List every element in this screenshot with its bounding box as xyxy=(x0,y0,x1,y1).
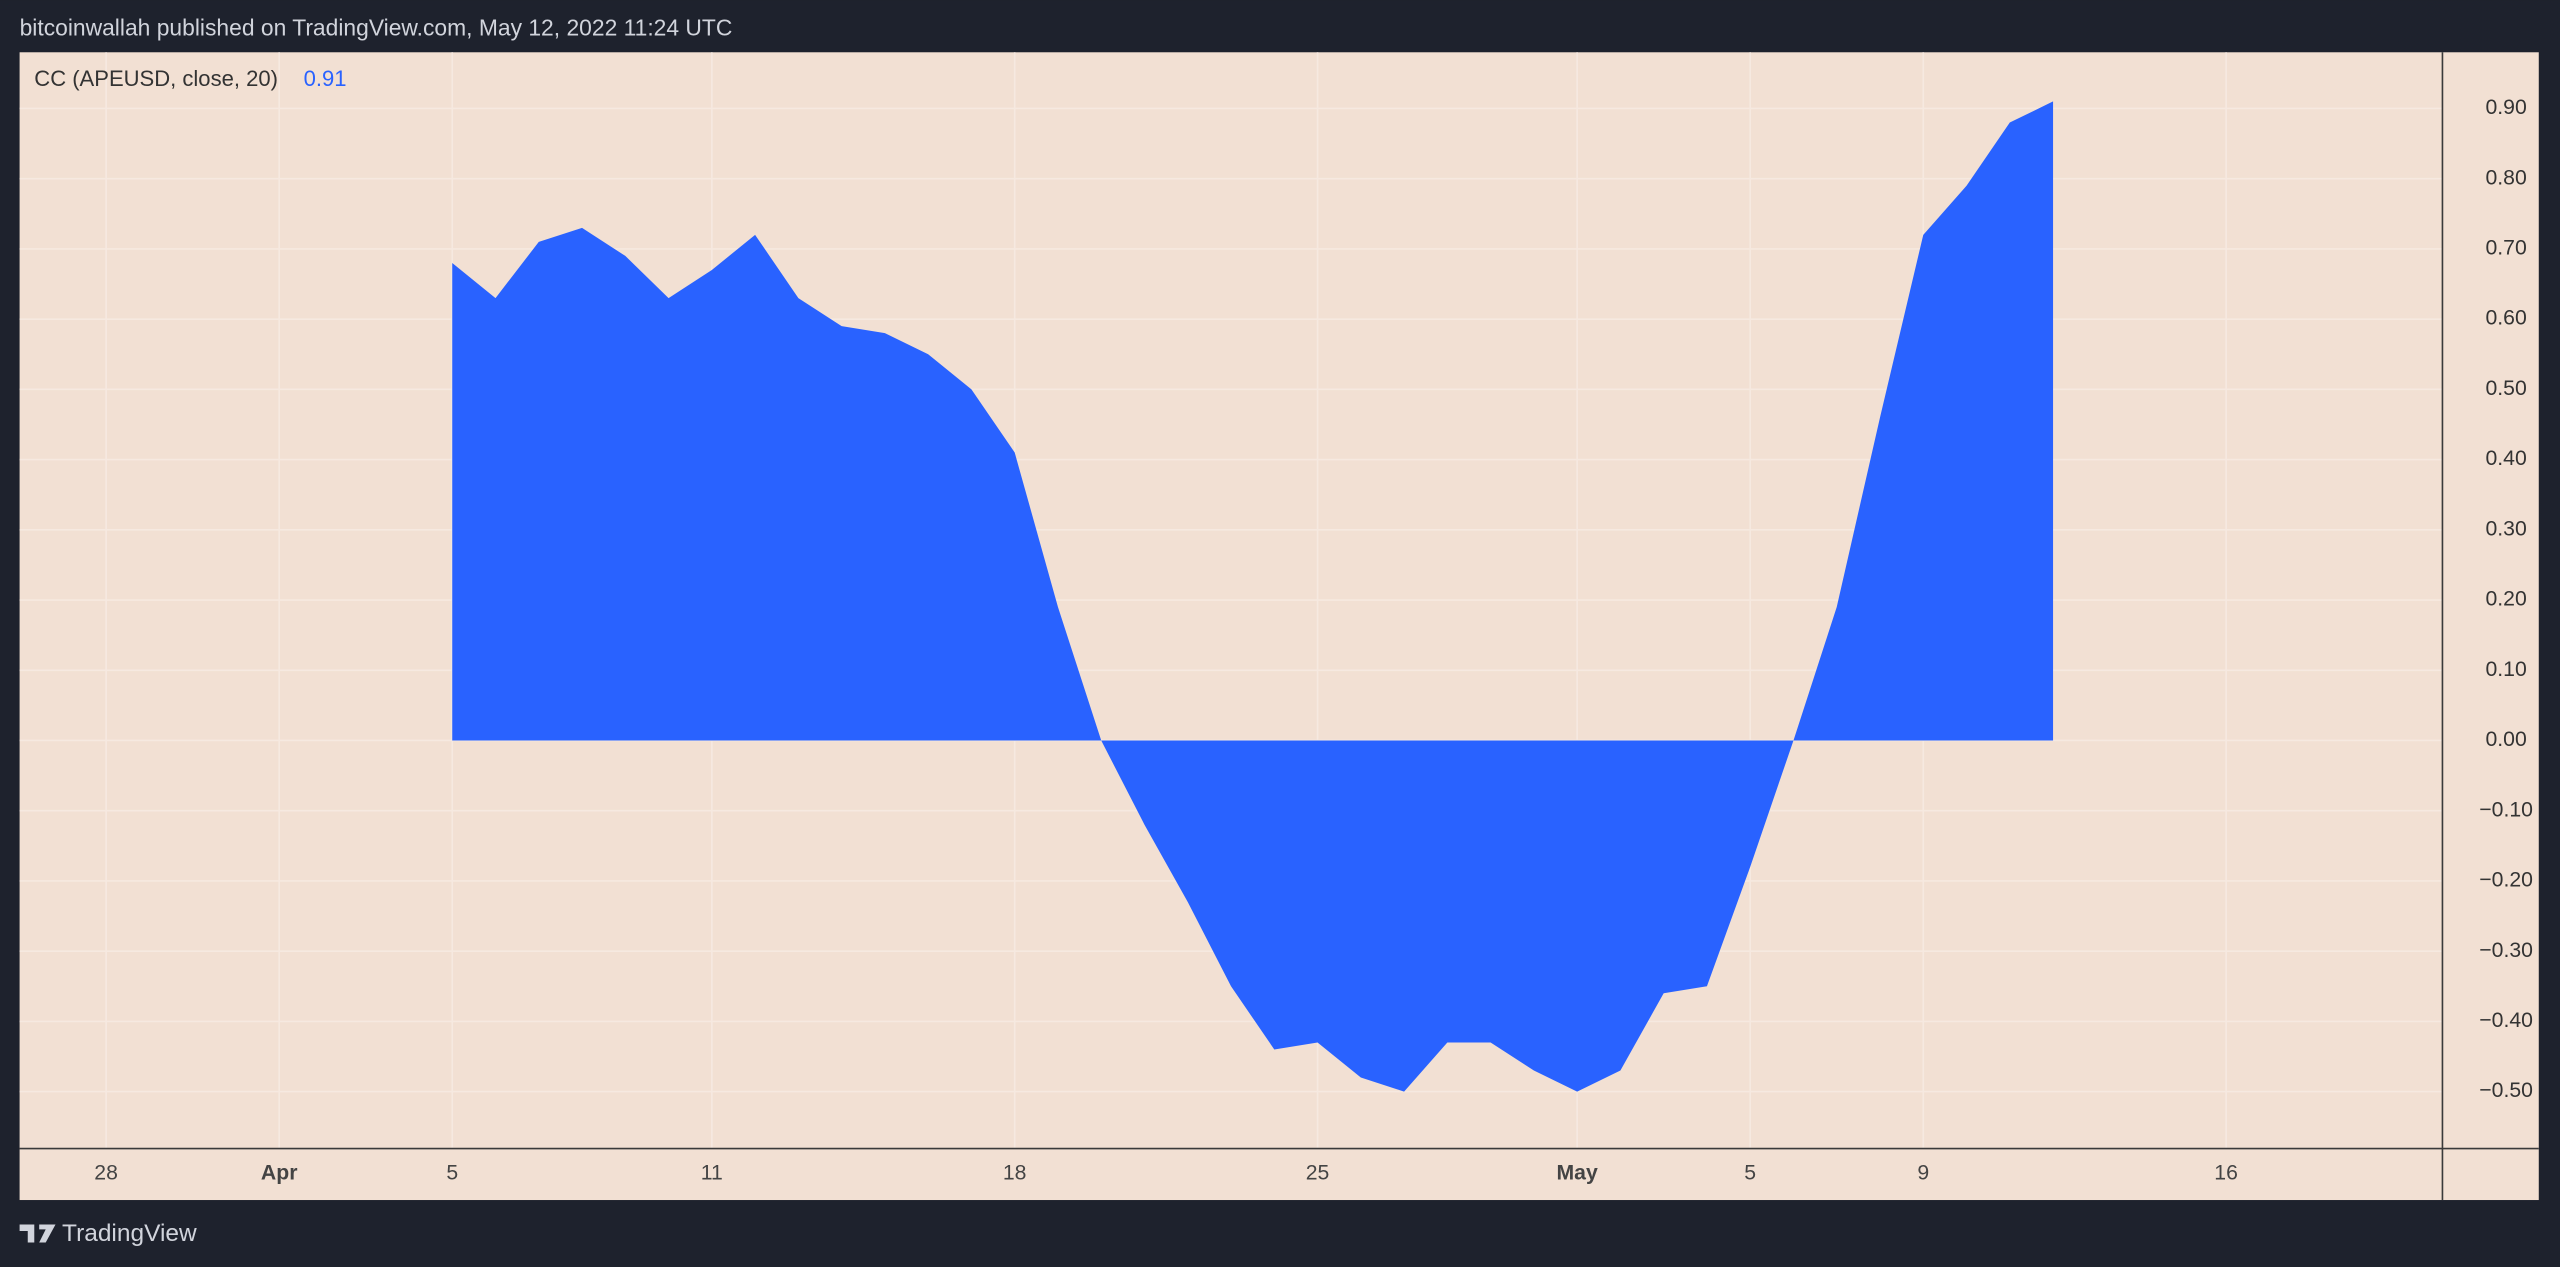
y-tick-label: −0.20 xyxy=(2479,869,2533,892)
y-tick-label: 0.00 xyxy=(2485,728,2526,751)
y-tick-label: 0.10 xyxy=(2485,658,2526,681)
logo-mark xyxy=(19,1224,56,1243)
plot xyxy=(452,101,2054,1092)
y-tick-label: 0.30 xyxy=(2485,517,2526,540)
x-tick-label: 18 xyxy=(1003,1162,1027,1185)
area xyxy=(452,101,2054,1092)
x-tick-label: Apr xyxy=(261,1162,298,1185)
y-tick-label: 0.60 xyxy=(2485,307,2526,330)
x-tick-label: 28 xyxy=(94,1162,118,1185)
y-tick-label: 0.20 xyxy=(2485,588,2526,611)
x-tick-label: May xyxy=(1557,1162,1598,1185)
axes: 0.90 0.80 0.70 0.60 0.50 0.40 0.30 0.20 0.10 0.00… xyxy=(94,96,2533,1184)
x-tick-label: 25 xyxy=(1306,1162,1330,1185)
y-tick-label: −0.40 xyxy=(2479,1009,2533,1032)
y-tick-label: 0.50 xyxy=(2485,377,2526,400)
y-tick-label: 0.80 xyxy=(2485,166,2526,189)
x-tick-label: 16 xyxy=(2214,1162,2238,1185)
x-tick-label: 5 xyxy=(446,1162,458,1185)
brand: TradingView xyxy=(62,1220,197,1247)
logo: TradingView xyxy=(19,1220,197,1247)
legend-name: CC (APEUSD, close, 20) xyxy=(34,66,278,91)
y-tick-label: −0.30 xyxy=(2479,939,2533,962)
y-tick-label: 0.40 xyxy=(2485,447,2526,470)
x-tick-label: 11 xyxy=(701,1162,723,1185)
y-tick-label: 0.70 xyxy=(2485,237,2526,260)
x-tick-label: 9 xyxy=(1917,1162,1929,1185)
header: bitcoinwallah published on TradingView.c… xyxy=(20,14,733,40)
y-tick-label: −0.10 xyxy=(2479,798,2533,821)
y-tick-label: 0.90 xyxy=(2485,96,2526,119)
legend-value: 0.91 xyxy=(304,66,347,91)
x-tick-label: 5 xyxy=(1744,1162,1756,1185)
y-tick-label: −0.50 xyxy=(2479,1079,2533,1102)
